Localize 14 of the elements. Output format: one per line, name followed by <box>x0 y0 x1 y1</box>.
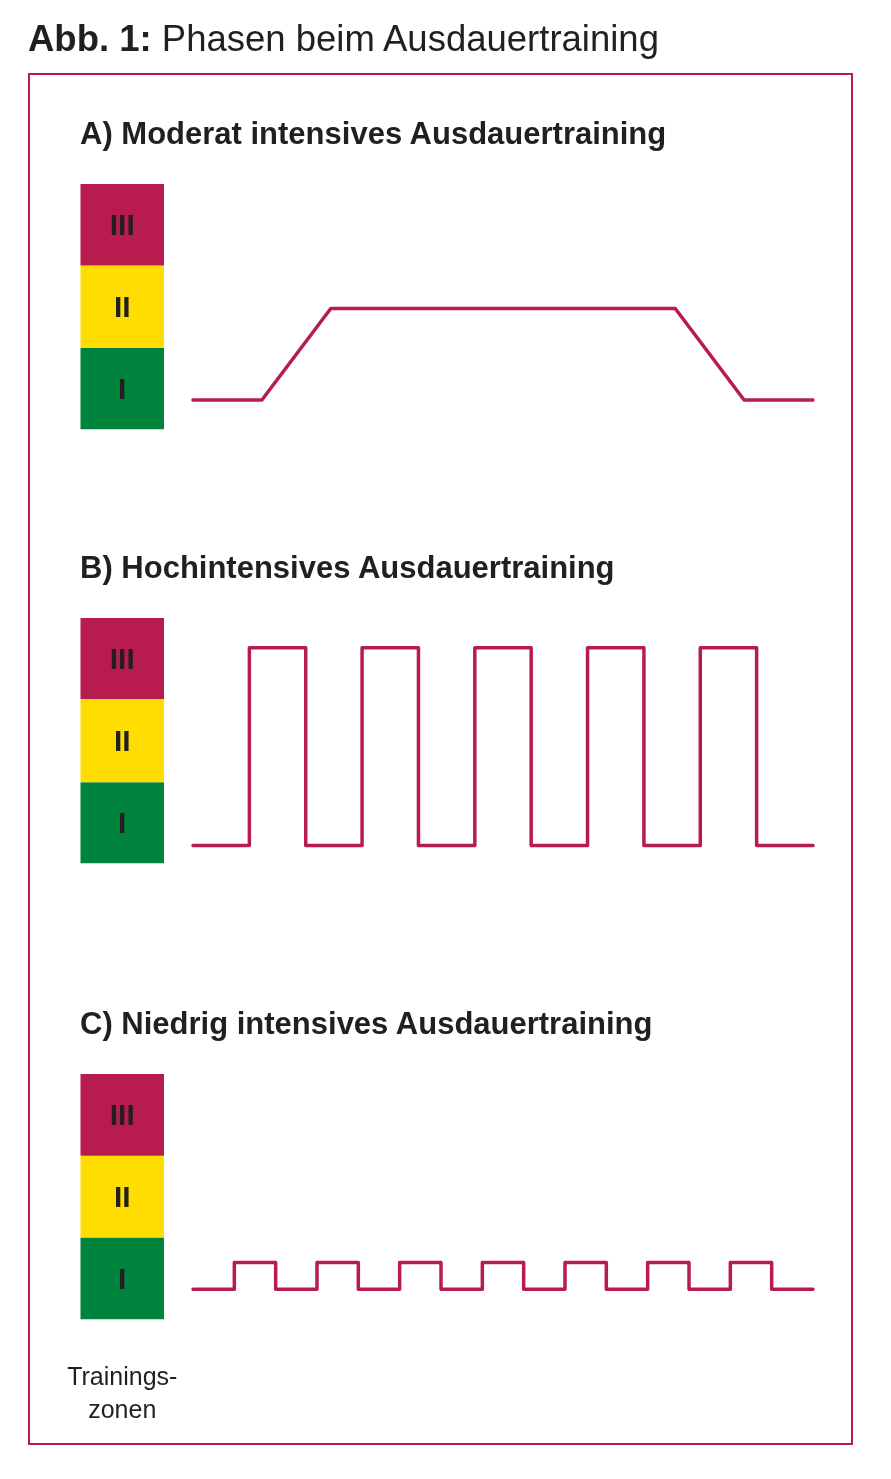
band-label: I <box>118 806 127 840</box>
band-label: II <box>113 724 131 758</box>
band-label: II <box>113 1180 131 1214</box>
caption: Abb. 1: Phasen beim Ausdauertraining <box>28 18 659 59</box>
chart-title: B) Hochintensives Ausdauertraining <box>80 549 615 585</box>
band-label: III <box>109 208 135 242</box>
band-label: I <box>118 1261 127 1295</box>
text: Trainings-zonen <box>66 1360 179 1425</box>
band-label: III <box>109 1098 135 1132</box>
band-label: III <box>109 642 135 676</box>
chart-title: C) Niedrig intensives Ausdauertraining <box>80 1005 653 1041</box>
band-label: II <box>113 290 131 324</box>
chart-title: A) Moderat intensives Ausdauertraining <box>80 115 667 151</box>
band-label: I <box>118 372 127 406</box>
